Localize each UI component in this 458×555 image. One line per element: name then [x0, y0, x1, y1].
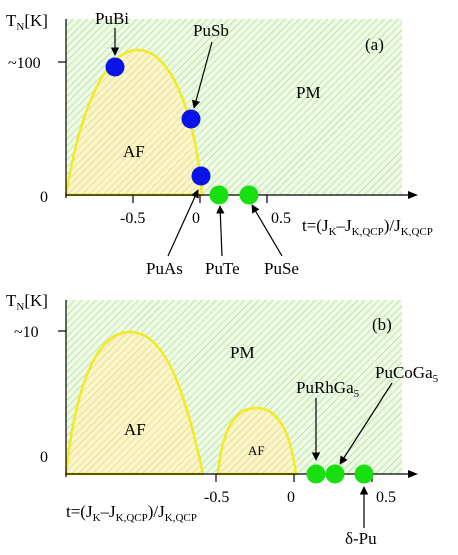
region-label-pm-a: PM	[296, 83, 321, 102]
compound-label-delta-pu: δ-Pu	[345, 529, 377, 548]
x-tick-label-a: 0.5	[271, 210, 291, 227]
af-region-b-small	[216, 406, 298, 476]
point-pusb	[181, 109, 201, 129]
point-pute	[209, 185, 229, 205]
compound-label-pucoga5: PuCoGa5	[375, 363, 439, 385]
region-label-af-large-b: AF	[124, 420, 146, 439]
y-axis-label-b: TN[K]	[6, 291, 48, 313]
point-pucoga5	[325, 464, 345, 484]
panel-tag-b: (b)	[372, 315, 392, 334]
af-region-b-large	[64, 330, 205, 476]
point-puse	[239, 185, 259, 205]
arrow-pute	[216, 205, 225, 257]
arrow-puse	[251, 204, 283, 257]
region-label-af-small-b: AF	[248, 443, 265, 458]
point-pubi	[105, 57, 125, 77]
x-tick-label-a: 0	[192, 210, 200, 227]
x-tick-label-b: -0.5	[204, 489, 229, 506]
point-purhga5	[306, 464, 326, 484]
compound-label-pute: PuTe	[205, 259, 240, 278]
compound-label-pusb: PuSb	[193, 21, 229, 40]
x-tick-label-b: 0.5	[376, 489, 396, 506]
y-axis-label-a: TN[K]	[6, 11, 48, 33]
x-tick-label-a: -0.5	[120, 210, 145, 227]
compound-label-puse: PuSe	[264, 259, 299, 278]
af-region-a	[64, 48, 204, 197]
arrow-pucoga5	[339, 382, 393, 465]
x-tick-label-b: 0	[287, 489, 295, 506]
region-label-af-a: AF	[123, 142, 145, 161]
point-puas	[191, 166, 211, 186]
y-tick-label-top-b: ~10	[14, 324, 39, 341]
x-axis-arrow-b	[408, 470, 418, 478]
y-tick-label-top-a: ~100	[8, 55, 41, 72]
point-delta-pu	[354, 464, 374, 484]
x-axis-label-b: t=(JK–JK,QCP)/JK,QCP	[66, 502, 197, 524]
compound-label-puas: PuAs	[146, 259, 183, 278]
panel-a: TN[K] ~100 0 -0.5 0 0.5 t=(JK–JK,QCP)/JK…	[6, 9, 433, 278]
panel-tag-a: (a)	[365, 35, 384, 54]
y-tick-label-zero-a: 0	[40, 189, 48, 206]
compound-label-purhga5: PuRhGa5	[296, 378, 360, 400]
arrow-puas	[167, 189, 199, 257]
panel-b: TN[K] ~10 0 -0.5 0 0.5 t=(JK–JK,QCP)/JK,…	[6, 291, 439, 548]
compound-label-pubi: PuBi	[95, 9, 129, 28]
x-axis-arrow-a	[408, 191, 418, 199]
y-tick-label-zero-b: 0	[40, 449, 48, 466]
x-axis-label-a: t=(JK–JK,QCP)/JK,QCP	[302, 216, 433, 238]
region-label-pm-b: PM	[230, 343, 255, 362]
arrow-pusb	[191, 41, 213, 109]
